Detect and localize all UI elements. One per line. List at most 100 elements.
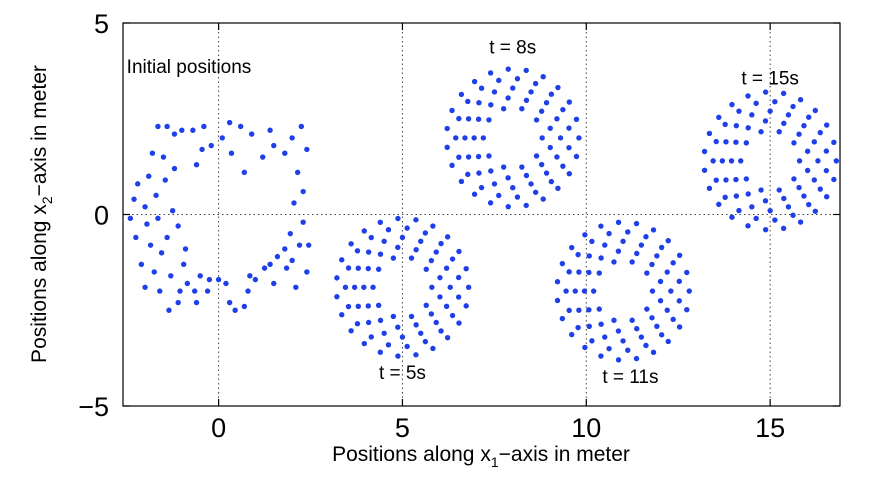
- data-point: [293, 284, 299, 290]
- data-point: [548, 91, 555, 97]
- data-point: [762, 118, 769, 124]
- data-point: [582, 232, 588, 238]
- data-point: [375, 266, 382, 272]
- data-point: [381, 238, 387, 244]
- data-point: [791, 176, 797, 182]
- grid: [123, 22, 840, 407]
- data-point: [291, 200, 297, 206]
- data-point: [781, 195, 787, 202]
- data-point: [523, 172, 530, 179]
- data-point: [465, 284, 472, 290]
- data-point: [716, 114, 722, 121]
- ticks: 0 5 10 15 −5 0 5: [78, 9, 840, 443]
- data-point: [590, 288, 597, 294]
- data-point: [169, 207, 176, 214]
- data-point: [733, 139, 739, 145]
- data-point: [736, 108, 742, 114]
- data-point: [133, 234, 139, 241]
- data-point: [413, 322, 419, 328]
- data-point: [342, 284, 349, 290]
- data-point: [514, 76, 521, 82]
- data-point: [142, 204, 148, 210]
- data-point: [486, 117, 492, 123]
- data-point: [710, 158, 716, 164]
- data-point: [664, 307, 670, 313]
- data-point: [514, 194, 521, 200]
- data-point: [480, 135, 487, 141]
- data-point: [736, 207, 742, 214]
- data-point: [745, 191, 751, 197]
- data-point: [465, 98, 471, 105]
- data-point: [566, 125, 572, 131]
- data-point: [560, 106, 566, 113]
- data-point: [155, 123, 161, 130]
- data-point: [790, 103, 796, 110]
- data-point: [385, 342, 392, 348]
- data-point: [149, 150, 156, 156]
- data-point: [676, 252, 683, 258]
- data-point: [488, 168, 494, 174]
- data-point: [572, 288, 578, 294]
- data-point: [247, 273, 253, 279]
- data-point: [190, 127, 196, 133]
- data-point: [334, 275, 340, 281]
- data-point: [171, 165, 178, 172]
- data-point: [538, 108, 545, 114]
- data-point: [274, 253, 281, 260]
- data-point: [563, 288, 569, 294]
- data-point: [532, 80, 539, 87]
- data-point: [142, 284, 148, 290]
- data-point: [566, 99, 573, 105]
- data-point: [241, 303, 248, 310]
- data-point: [598, 353, 604, 359]
- data-point: [684, 306, 690, 313]
- data-point: [723, 177, 729, 183]
- annotations: Initial positions t = 8s t = 15s t = 5s t = …: [127, 38, 799, 388]
- data-point: [215, 276, 222, 283]
- data-point: [300, 188, 306, 195]
- data-point: [228, 150, 235, 156]
- data-point: [131, 196, 137, 202]
- data-point: [797, 96, 804, 103]
- data-point: [547, 125, 553, 131]
- point-cluster: [334, 215, 472, 359]
- data-point: [548, 178, 555, 185]
- data-point: [831, 176, 837, 183]
- data-point: [796, 131, 802, 137]
- data-point: [390, 255, 397, 261]
- data-point: [706, 185, 713, 192]
- data-point: [245, 288, 251, 294]
- data-point: [510, 184, 516, 191]
- annotation-label: t = 15s: [741, 68, 799, 89]
- data-point: [586, 323, 592, 330]
- data-point: [576, 307, 582, 313]
- annotation-label: t = 5s: [379, 363, 426, 384]
- data-point: [377, 349, 383, 355]
- data-point: [361, 340, 367, 347]
- data-point: [201, 123, 207, 130]
- data-point: [801, 193, 807, 199]
- data-point: [465, 154, 472, 160]
- x-tick-label: 15: [755, 413, 785, 443]
- data-point: [615, 248, 622, 254]
- data-point: [638, 334, 645, 340]
- data-point: [458, 91, 465, 98]
- data-point: [164, 234, 170, 241]
- data-point: [476, 170, 482, 176]
- data-point: [801, 122, 807, 129]
- data-point: [184, 280, 191, 287]
- data-point: [179, 127, 185, 133]
- data-point: [762, 89, 769, 95]
- data-point: [162, 177, 168, 183]
- data-point: [823, 122, 830, 128]
- data-point: [745, 125, 751, 131]
- data-point: [267, 127, 273, 133]
- data-point: [193, 299, 200, 306]
- data-point: [462, 135, 468, 141]
- data-point: [676, 298, 682, 304]
- data-point: [505, 175, 511, 181]
- data-point: [151, 269, 157, 275]
- data-point: [241, 169, 248, 176]
- data-point: [620, 238, 626, 245]
- data-point: [569, 244, 575, 251]
